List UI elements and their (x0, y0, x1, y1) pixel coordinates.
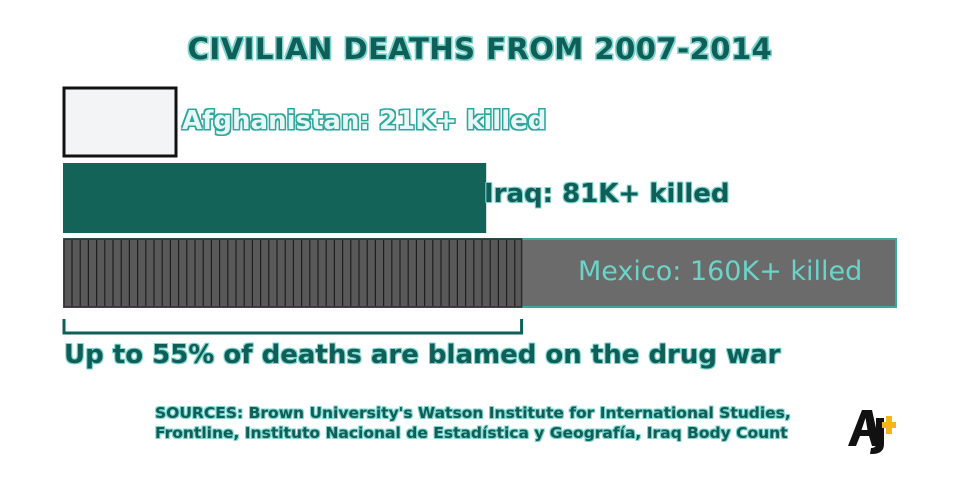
sources-note: SOURCES: Brown University's Watson Insti… (155, 404, 791, 442)
bar-label-mexico: Mexico: 160K+ killed (578, 256, 863, 287)
drug-war-bracket (62, 319, 524, 335)
bar-iraq (63, 163, 487, 233)
bar-afghanistan (62, 86, 178, 158)
al-jazeera-plus-logo (848, 410, 896, 454)
chart-title: CIVILIAN DEATHS FROM 2007-2014 (187, 32, 773, 66)
bar-label-iraq: Iraq: 81K+ killed (484, 179, 730, 209)
drug-war-annotation: Up to 55% of deaths are blamed on the dr… (64, 340, 781, 370)
bar-label-afghanistan: Afghanistan: 21K+ killed (182, 106, 547, 136)
bar-mexico-drug-war-segment (63, 238, 523, 308)
